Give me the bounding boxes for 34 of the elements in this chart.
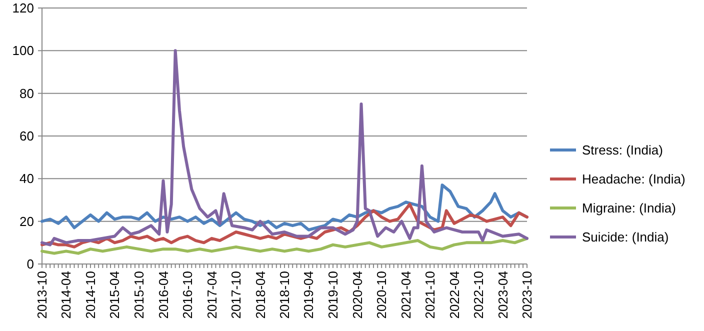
- x-tick-label: 2015-04: [107, 271, 122, 319]
- y-tick-label: 20: [20, 214, 34, 229]
- x-tick-label: 2016-04: [156, 271, 171, 319]
- x-tick-label: 2021-10: [422, 271, 438, 319]
- legend-label: Stress: (India): [582, 142, 663, 158]
- x-tick-label: 2017-04: [204, 271, 220, 319]
- x-tick-label: 2022-04: [446, 271, 462, 319]
- x-tick-label: 2019-04: [301, 271, 316, 319]
- legend-label: Headache: (India): [582, 172, 686, 187]
- legend-label: Migraine: (India): [582, 200, 676, 216]
- y-tick-label: 100: [12, 43, 34, 58]
- x-tick-label: 2021-04: [398, 271, 414, 319]
- x-tick-label: 2023-10: [520, 271, 535, 319]
- line-series: [40, 49, 528, 246]
- x-tick-label: 2015-10: [131, 271, 146, 319]
- x-tick-label: 2017-10: [228, 271, 244, 319]
- x-tick-label: 2013-10: [34, 271, 50, 319]
- x-tick-label: 2018-10: [277, 271, 292, 319]
- line-series: [40, 236, 528, 255]
- legend-label: Suicide: (India): [582, 230, 669, 245]
- x-tick-label: 2022-10: [471, 271, 486, 319]
- y-tick-label: 0: [26, 256, 34, 272]
- x-tick-label: 2019-10: [326, 271, 341, 319]
- x-tick-label: 2018-04: [252, 271, 268, 319]
- y-tick-label: 40: [20, 171, 34, 186]
- x-tick-label: 2016-10: [180, 271, 196, 319]
- x-tick-label: 2020-04: [350, 271, 365, 319]
- x-tick-label: 2023-04: [495, 271, 510, 319]
- y-tick-label: 60: [20, 128, 34, 144]
- x-tick-label: 2014-04: [58, 271, 74, 319]
- x-tick-label: 2020-10: [374, 271, 390, 319]
- y-tick-label: 120: [12, 0, 34, 16]
- y-tick-label: 80: [20, 86, 34, 101]
- x-tick-label: 2014-10: [83, 271, 98, 319]
